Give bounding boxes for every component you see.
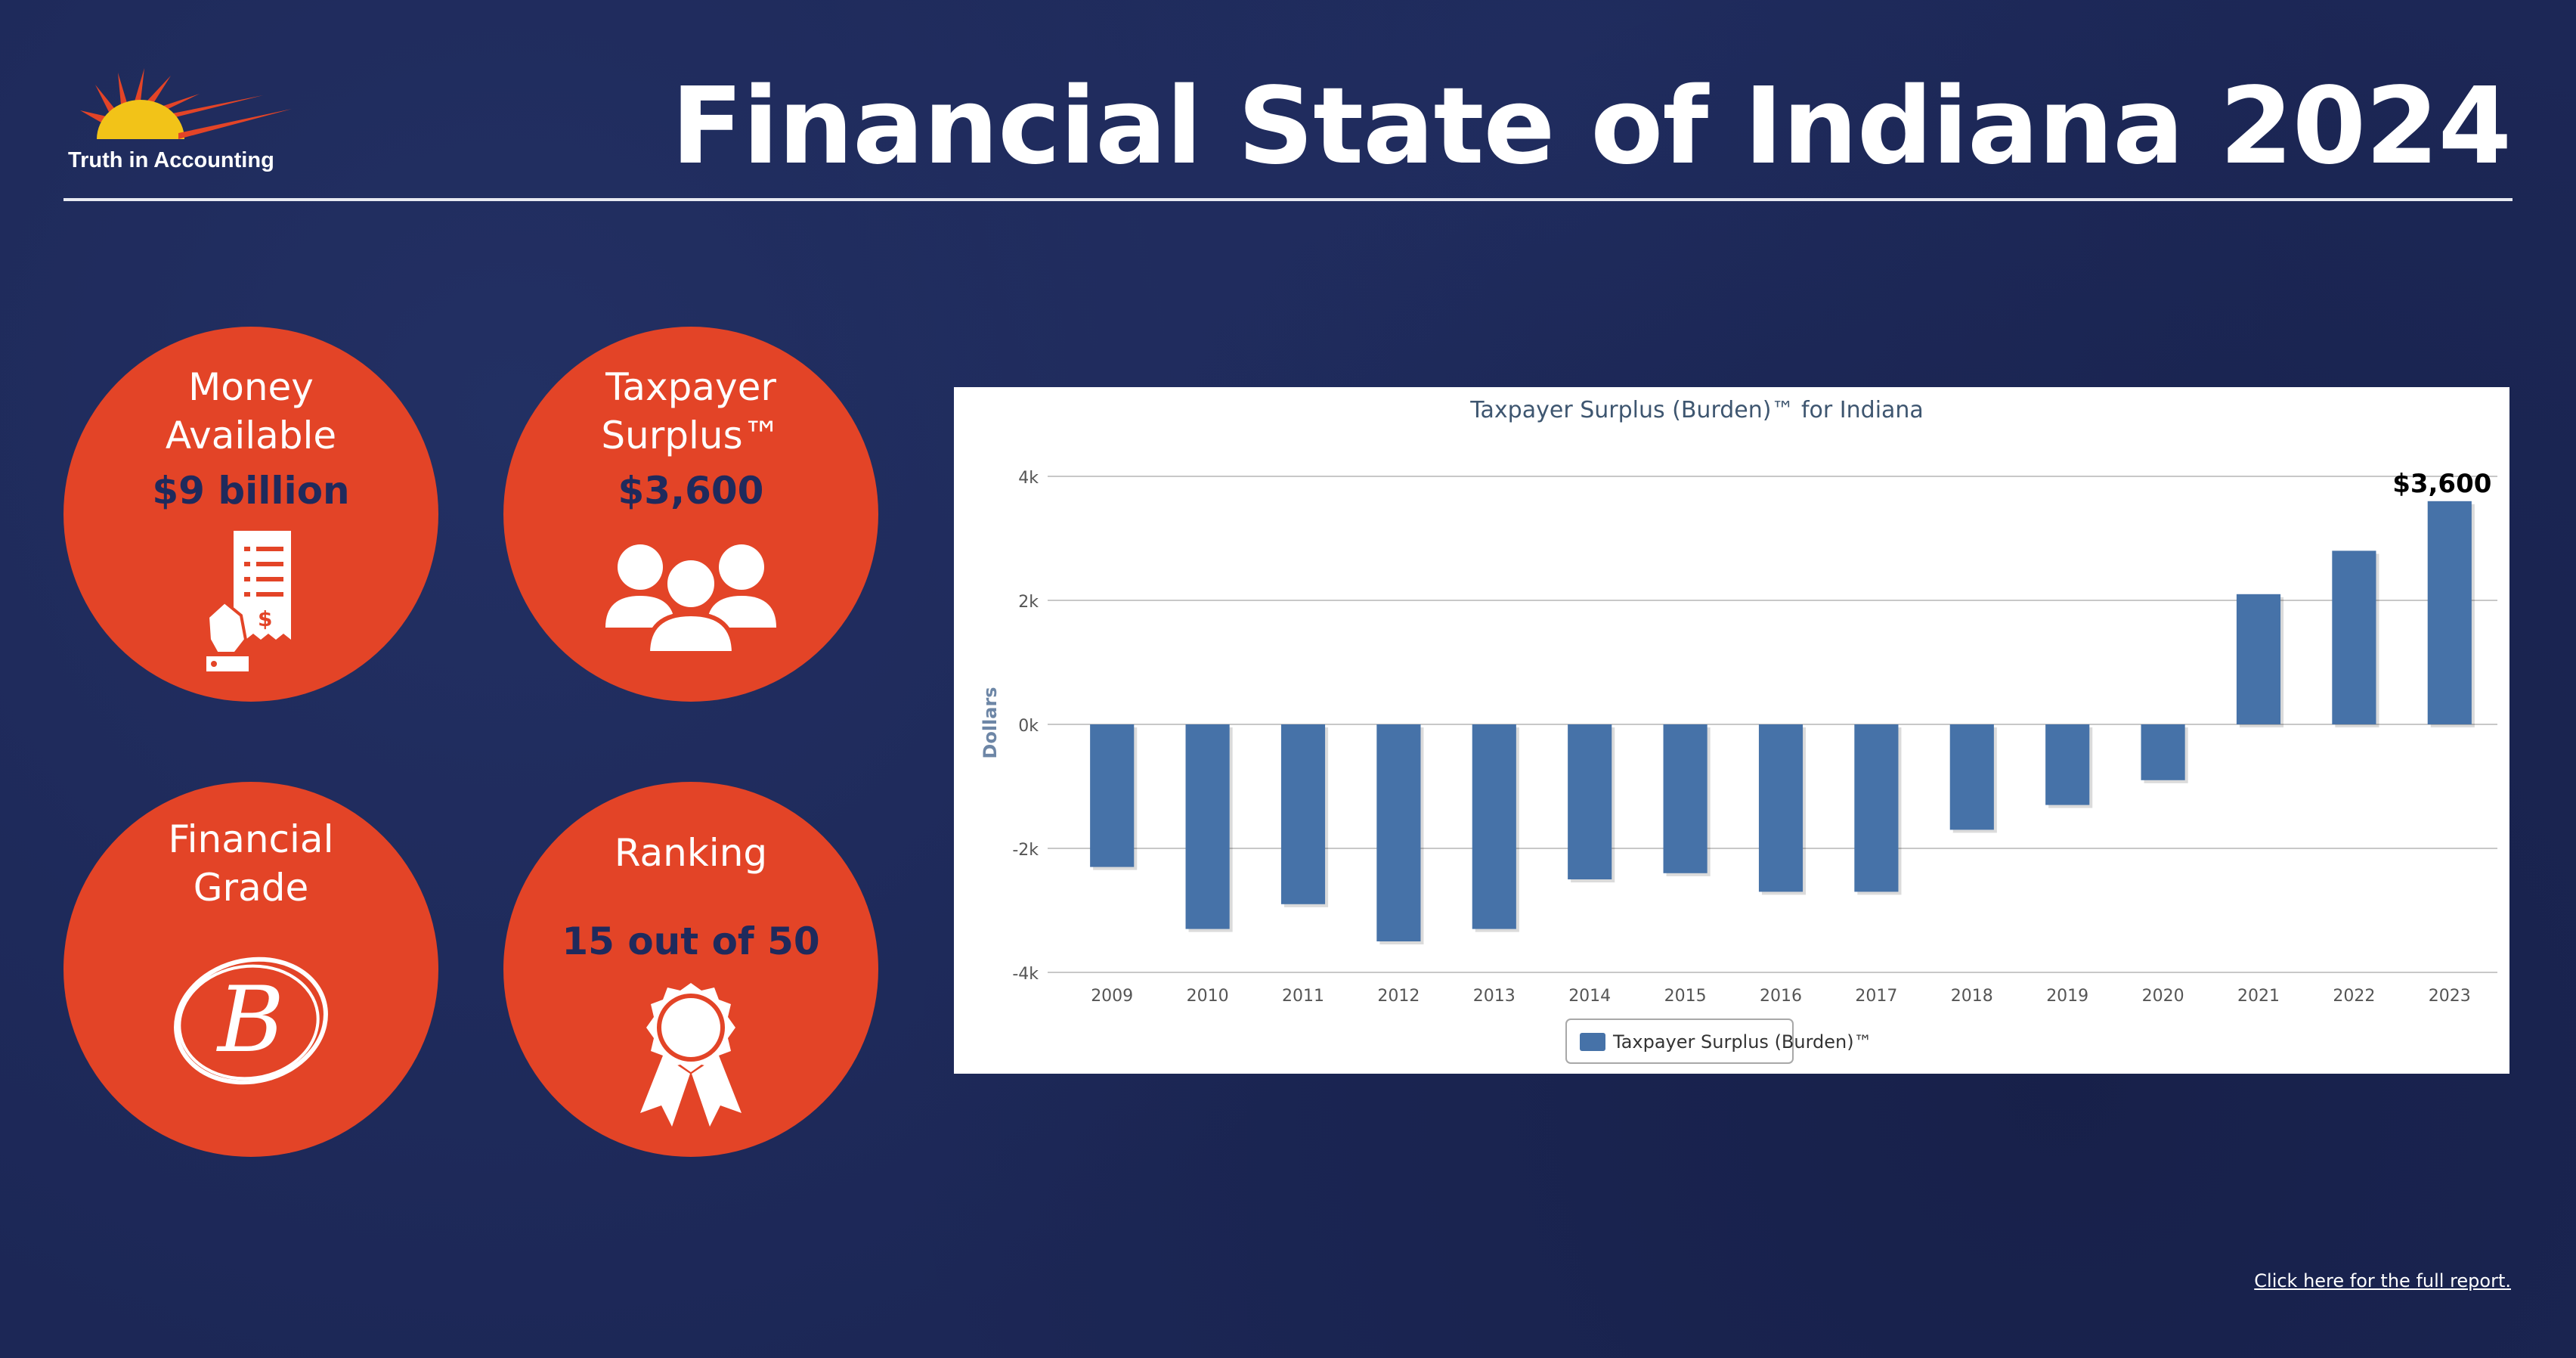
x-tick-label: 2012: [1377, 987, 1420, 1006]
page-title: Financial State of Indiana 2024: [670, 65, 2512, 188]
taxpayer-surplus-card: Taxpayer Surplus™ $3,600: [503, 327, 878, 702]
bar-2012[interactable]: [1376, 724, 1421, 941]
bar-2021[interactable]: [2236, 594, 2281, 724]
bar-2017[interactable]: [1854, 724, 1899, 892]
ranking-value: 15 out of 50: [562, 919, 820, 963]
x-tick-label: 2015: [1664, 987, 1707, 1006]
bar-chart-svg: Taxpayer Surplus (Burden)™ for Indiana D…: [980, 397, 2497, 1064]
surplus-label-line2: Surplus™: [601, 414, 781, 457]
x-tick-label: 2014: [1568, 987, 1611, 1006]
bar-2011[interactable]: [1280, 724, 1326, 904]
x-tick-label: 2016: [1760, 987, 1802, 1006]
grade-letter: B: [216, 968, 284, 1073]
grade-label-line1: Financial: [168, 817, 334, 861]
header-divider: [63, 198, 2513, 201]
bar-2016[interactable]: [1758, 724, 1804, 892]
bar-2018[interactable]: [1949, 724, 1994, 830]
legend-swatch: [1580, 1033, 1605, 1051]
legend-box: [1565, 1018, 1794, 1064]
people-group-icon: [605, 544, 776, 655]
bar-2020[interactable]: [2141, 724, 2185, 780]
x-tick-label: 2017: [1855, 987, 1897, 1006]
x-tick-label: 2020: [2142, 987, 2184, 1006]
bar-2010[interactable]: [1185, 724, 1230, 929]
x-tick-label: 2013: [1473, 987, 1516, 1006]
bar-2022[interactable]: [2332, 550, 2376, 724]
data-label: $3,600: [2392, 469, 2491, 499]
money-label-line2: Available: [165, 414, 337, 457]
x-tick-label: 2023: [2429, 987, 2471, 1006]
y-tick-label: -4k: [1012, 965, 1039, 984]
logo-text: Truth in Accounting: [68, 148, 274, 172]
receipt-hand-icon: $: [206, 531, 291, 671]
svg-text:$: $: [258, 606, 272, 631]
money-available-card: Money Available $9 billion $: [63, 327, 438, 702]
ranking-card: Ranking 15 out of 50: [503, 782, 878, 1157]
y-tick-label: 4k: [1018, 469, 1039, 488]
surplus-value: $3,600: [618, 469, 764, 513]
ranking-label: Ranking: [614, 831, 768, 875]
bar-2009[interactable]: [1090, 724, 1135, 867]
y-tick-label: 0k: [1018, 717, 1039, 736]
bar-2015[interactable]: [1663, 724, 1708, 873]
bar-2014[interactable]: [1568, 724, 1612, 879]
bar-2019[interactable]: [2045, 724, 2090, 805]
y-axis-label: Dollars: [980, 687, 1001, 758]
bar-2023[interactable]: [2427, 501, 2472, 724]
money-label-line1: Money: [188, 365, 314, 409]
x-tick-label: 2011: [1282, 987, 1324, 1006]
y-tick-label: -2k: [1012, 841, 1039, 860]
x-tick-label: 2009: [1091, 987, 1133, 1006]
full-report-link[interactable]: Click here for the full report.: [2254, 1270, 2511, 1291]
x-tick-label: 2022: [2333, 987, 2375, 1006]
taxpayer-surplus-chart: Taxpayer Surplus (Burden)™ for Indiana D…: [954, 387, 2509, 1074]
truth-in-accounting-logo: [80, 68, 292, 139]
x-tick-label: 2010: [1187, 987, 1229, 1006]
x-tick-label: 2018: [1951, 987, 1993, 1006]
chart-legend[interactable]: Taxpayer Surplus (Burden)™: [1565, 1018, 1872, 1064]
x-tick-label: 2021: [2237, 987, 2280, 1006]
financial-grade-card: Financial Grade B: [63, 782, 438, 1157]
x-tick-label: 2019: [2046, 987, 2088, 1006]
grade-circle-icon: B: [174, 956, 328, 1085]
surplus-label-line1: Taxpayer: [605, 365, 776, 409]
grade-label-line2: Grade: [193, 866, 309, 910]
bar-2013[interactable]: [1472, 724, 1516, 929]
chart-title: Taxpayer Surplus (Burden)™ for Indiana: [1469, 397, 1924, 423]
legend-label: Taxpayer Surplus (Burden)™: [1612, 1031, 1872, 1053]
money-value: $9 billion: [152, 469, 350, 513]
y-tick-label: 2k: [1018, 593, 1039, 612]
award-ribbon-icon: [640, 983, 742, 1127]
